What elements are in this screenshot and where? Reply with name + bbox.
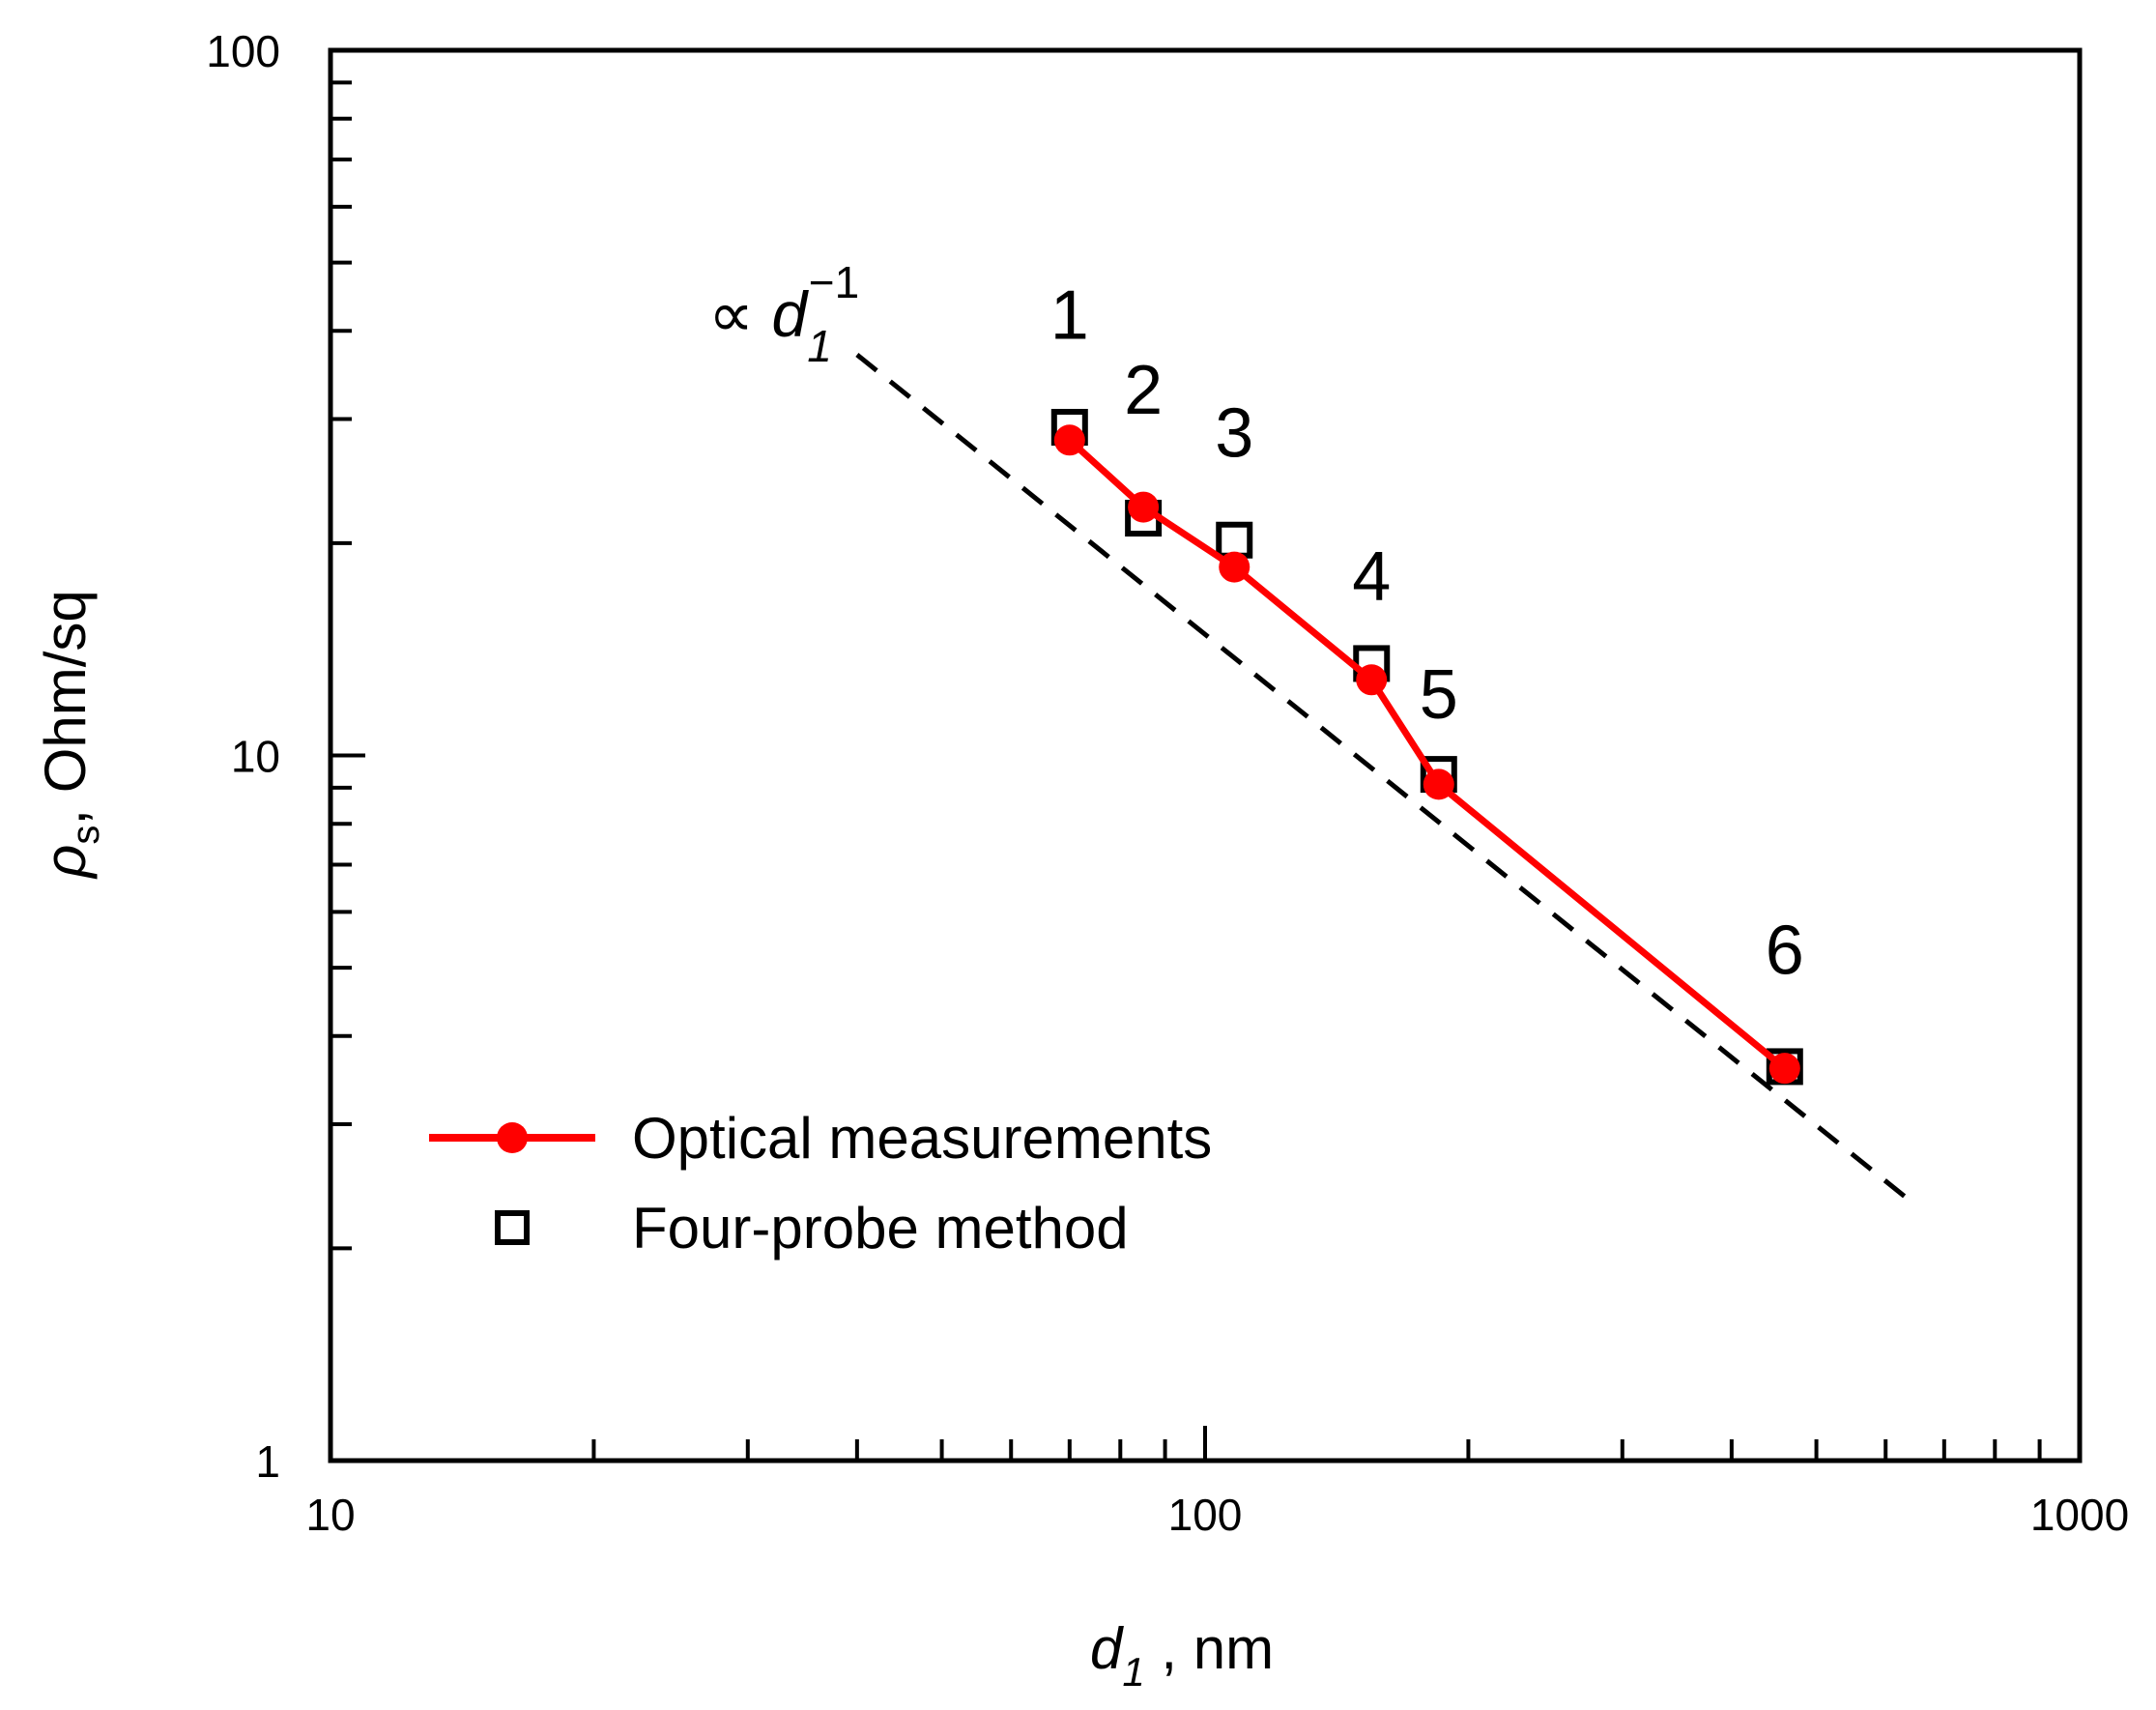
x-tick-label: 1000 bbox=[2030, 1490, 2129, 1540]
x-axis-title: d1 , nm bbox=[1090, 1616, 1274, 1695]
fit-label-superscript: −1 bbox=[809, 257, 859, 307]
fit-label-prefix: ∝ bbox=[708, 278, 771, 350]
minor-ticks bbox=[331, 80, 2042, 1461]
point-labels: 123 45 6 bbox=[1050, 276, 1804, 989]
four-probe-point-3 bbox=[1216, 521, 1253, 559]
x-axis-unit: , nm bbox=[1145, 1616, 1274, 1681]
fit-line-layer bbox=[855, 353, 1918, 1208]
y-axis-subscript: s bbox=[65, 826, 107, 845]
point-label-5: 5 bbox=[1420, 656, 1458, 734]
y-tick-label: 10 bbox=[231, 732, 280, 782]
point-label-2: 2 bbox=[1124, 352, 1163, 429]
fit-line-dashed bbox=[855, 353, 1918, 1208]
plot-frame bbox=[328, 47, 2083, 1464]
legend-marker-optical bbox=[497, 1122, 528, 1153]
fit-label-subscript: 1 bbox=[807, 321, 832, 371]
major-ticks bbox=[329, 48, 2082, 1463]
x-axis-subscript: 1 bbox=[1122, 1649, 1144, 1695]
legend-label-optical: Optical measurements bbox=[632, 1106, 1212, 1171]
tick-labels: 10 100 1000 1 10 100 bbox=[206, 26, 2129, 1540]
y-tick-label: 100 bbox=[206, 26, 280, 76]
x-axis-symbol: d bbox=[1090, 1616, 1124, 1681]
optical-point-2 bbox=[1128, 491, 1160, 523]
optical-point-4 bbox=[1356, 664, 1388, 696]
point-label-4: 4 bbox=[1352, 538, 1391, 616]
x-tick-label: 100 bbox=[1168, 1490, 1243, 1540]
x-tick-label: 10 bbox=[305, 1490, 355, 1540]
fit-line-label: ∝ d1 −1 bbox=[708, 257, 859, 371]
point-label-3: 3 bbox=[1215, 395, 1253, 473]
optical-point-6 bbox=[1768, 1053, 1800, 1085]
point-label-6: 6 bbox=[1766, 913, 1804, 990]
point-label-1: 1 bbox=[1050, 276, 1089, 354]
optical-point-3 bbox=[1219, 551, 1250, 583]
optical-series-line bbox=[1067, 437, 1788, 1071]
legend-label-four-probe: Four-probe method bbox=[632, 1196, 1129, 1261]
legend-marker-four-probe bbox=[495, 1210, 530, 1245]
series-layer bbox=[1050, 409, 1803, 1086]
y-axis-unit: , Ohm/sq bbox=[33, 590, 98, 825]
legend: Optical measurements Four-probe method bbox=[429, 1106, 1212, 1261]
fit-label-symbol: d bbox=[771, 278, 809, 350]
optical-point-5 bbox=[1423, 768, 1454, 800]
y-tick-label: 1 bbox=[255, 1436, 280, 1487]
optical-point-1 bbox=[1053, 424, 1085, 456]
y-axis-symbol: ρ bbox=[33, 845, 98, 880]
y-axis-title: ρs, Ohm/sq bbox=[33, 590, 107, 880]
